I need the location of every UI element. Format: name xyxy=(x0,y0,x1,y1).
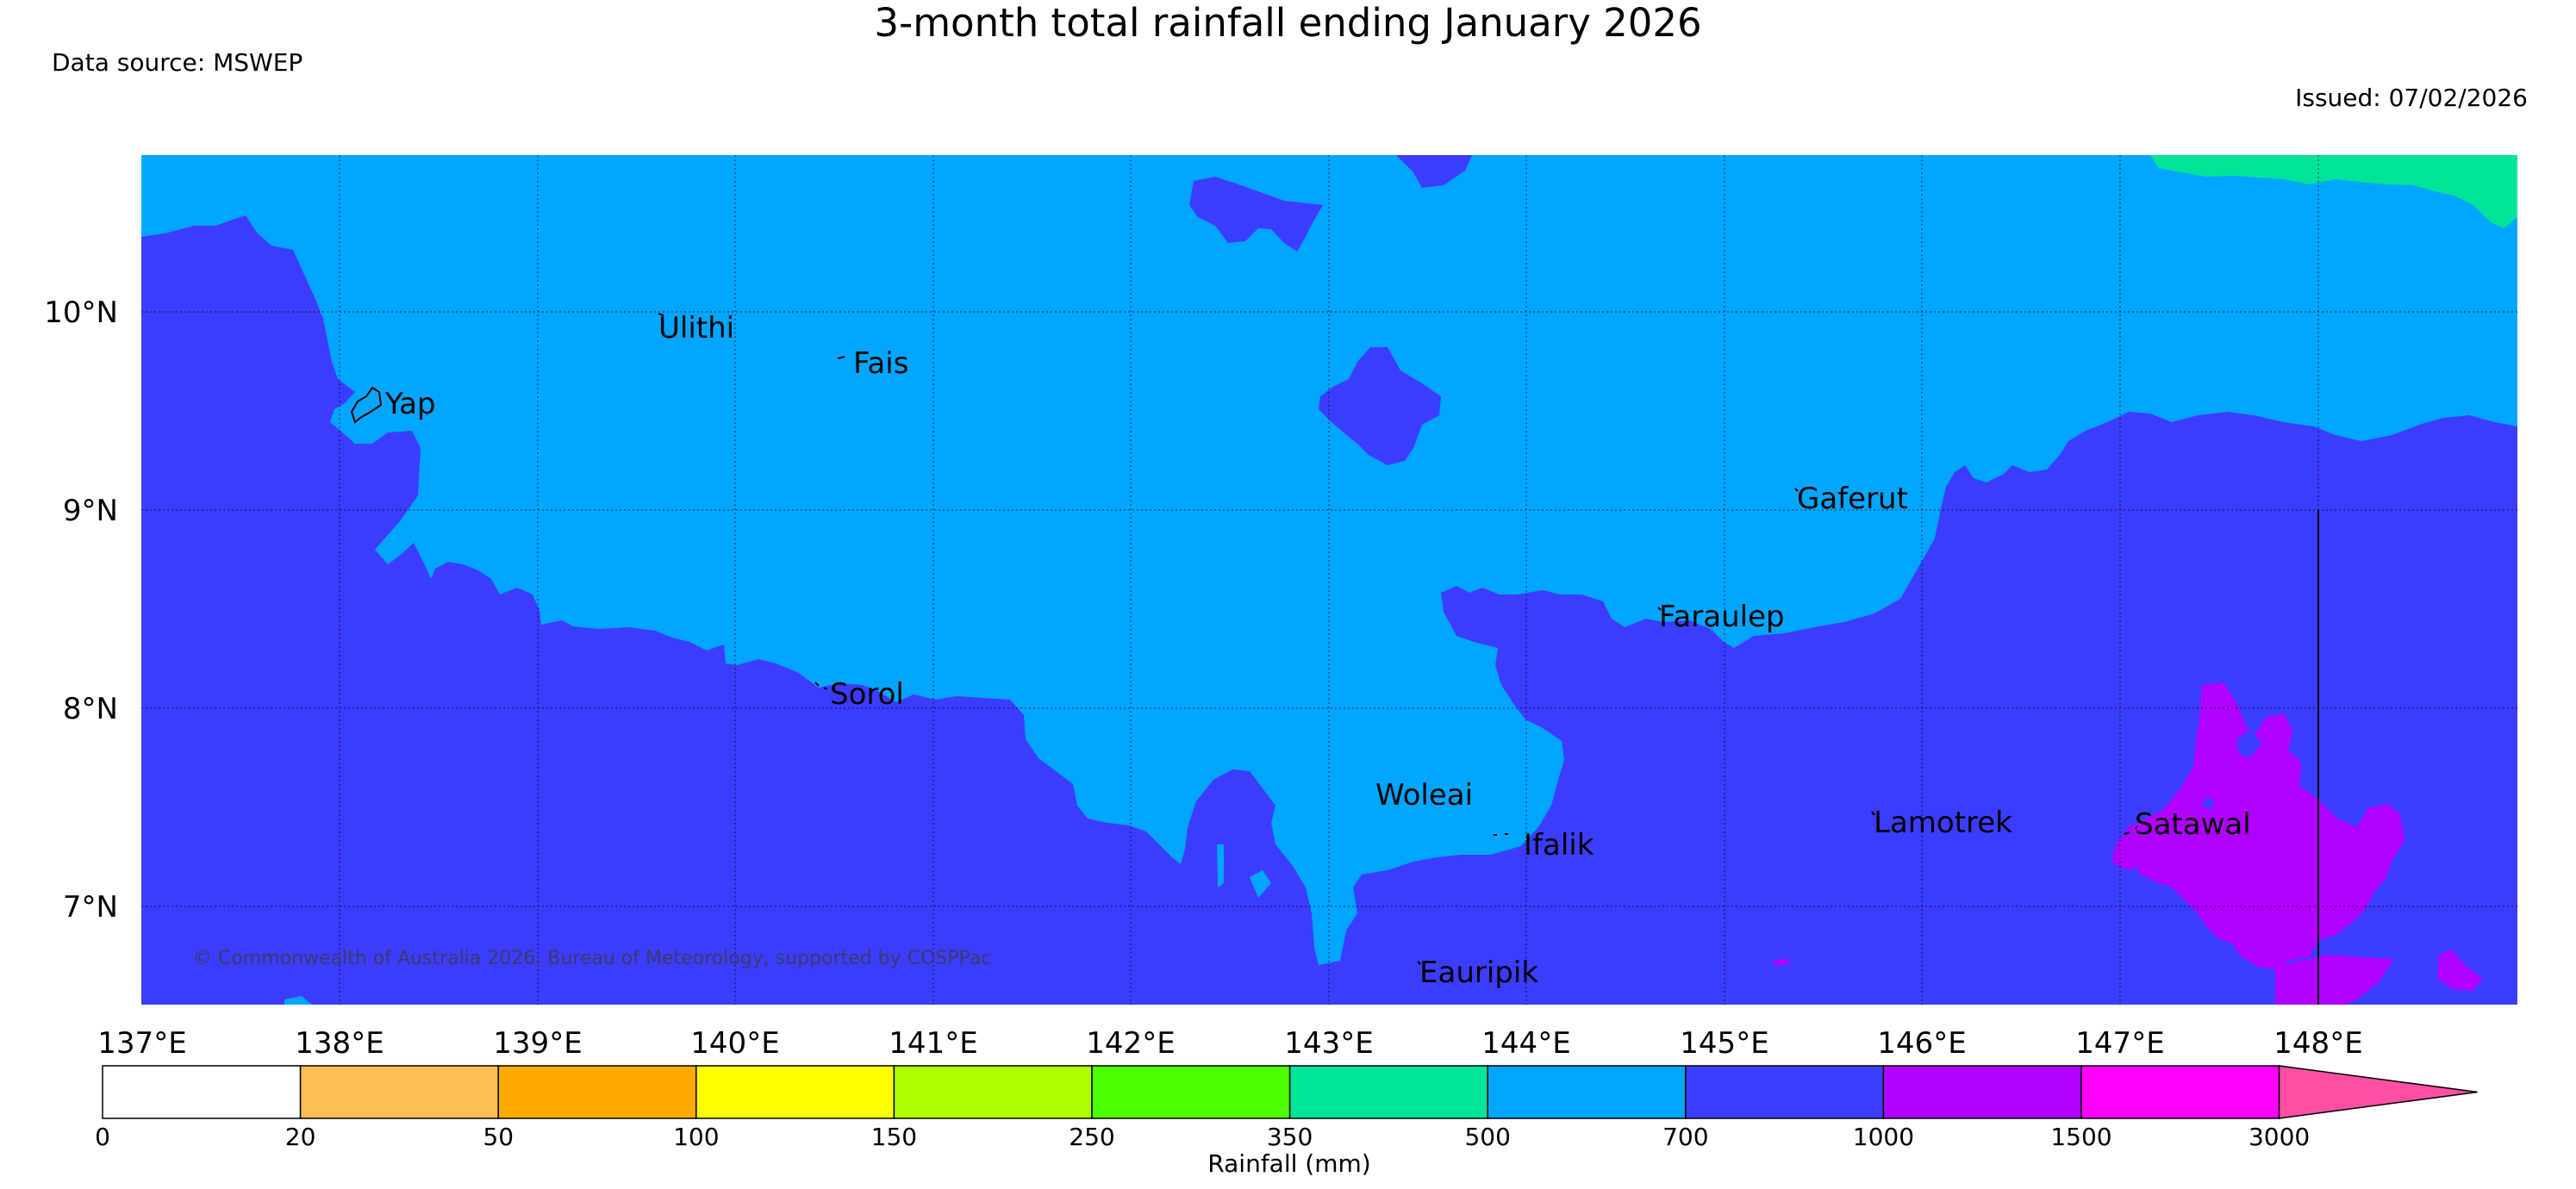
colorbar-tick-label: 3000 xyxy=(2249,1123,2310,1151)
lon-tick-label: 138°E xyxy=(295,1026,384,1061)
lon-tick-label: 139°E xyxy=(493,1026,582,1061)
place-label-yap: Yap xyxy=(384,387,436,421)
place-label-woleai: Woleai xyxy=(1375,778,1473,812)
colorbar-label: Rainfall (mm) xyxy=(1207,1149,1370,1178)
colorbar-bin xyxy=(1685,1065,1885,1119)
rainfall-700-1000-patch xyxy=(2236,731,2262,758)
data-source-label: Data source: MSWEP xyxy=(52,48,303,77)
lon-tick-label: 148°E xyxy=(2273,1026,2362,1061)
issued-date: Issued: 07/02/2026 xyxy=(2295,84,2528,112)
rainfall-500-700-patch xyxy=(284,996,312,1005)
place-labels: Ulithi Fais Yap Gaferut Faraulep Sorol W… xyxy=(384,311,2251,990)
colorbar-tick-label: 50 xyxy=(483,1123,514,1151)
place-label-ifalik: Ifalik xyxy=(1524,828,1594,862)
longitude-tick-labels: 137°E 138°E 139°E 140°E 141°E 142°E 143°… xyxy=(97,1026,2362,1061)
lon-tick-label: 143°E xyxy=(1284,1026,1373,1061)
colorbar-bin xyxy=(497,1065,697,1119)
island-outlines xyxy=(350,313,2138,965)
lon-tick-label: 142°E xyxy=(1086,1026,1175,1061)
colorbar-bin xyxy=(1288,1065,1488,1119)
colorbar-bin xyxy=(2080,1065,2280,1119)
place-label-sorol: Sorol xyxy=(830,677,904,712)
colorbar-tick-label: 100 xyxy=(673,1123,719,1151)
lat-tick-label: 9°N xyxy=(63,494,118,528)
colorbar-tick-label: 150 xyxy=(871,1123,917,1151)
lon-tick-label: 144°E xyxy=(1481,1026,1570,1061)
rainfall-700-1000-patch xyxy=(2129,867,2139,875)
lat-tick-label: 7°N xyxy=(63,890,118,924)
place-label-satawal: Satawal xyxy=(2135,807,2251,842)
rainfall-700-1000-patch xyxy=(1396,155,1472,188)
yap-island-outline xyxy=(350,386,383,424)
lat-tick-label: 8°N xyxy=(63,692,118,726)
place-label-faraulep: Faraulep xyxy=(1659,600,1785,634)
place-label-fais: Fais xyxy=(853,346,908,381)
colorbar-bin xyxy=(102,1065,302,1119)
colorbar-bin xyxy=(299,1065,499,1119)
rainfall-1000-1500-patch xyxy=(1772,959,1791,966)
place-label-lamotrek: Lamotrek xyxy=(1874,806,2012,840)
colorbar-tick-label: 20 xyxy=(285,1123,316,1151)
rainfall-500-700-patch xyxy=(1217,844,1224,887)
colorbar: 0 20 50 100 150 250 350 500 700 1000 1500 3000 xyxy=(95,1065,2478,1151)
rainfall-1000-1500-patch xyxy=(2437,949,2482,991)
lon-tick-label: 146°E xyxy=(1877,1026,1966,1061)
place-label-eauripik: Eauripik xyxy=(1419,956,1538,990)
lon-tick-label: 140°E xyxy=(690,1026,779,1061)
rainfall-500-700-patch xyxy=(1250,870,1271,898)
latitude-tick-labels: 7°N 8°N 9°N 10°N xyxy=(44,296,118,924)
rainfall-350-500-region xyxy=(2150,155,2517,228)
copyright-text: © Commonwealth of Australia 2026, Bureau… xyxy=(193,948,991,969)
colorbar-tick-label: 700 xyxy=(1662,1123,1708,1151)
rainfall-1000-1500-region xyxy=(2111,682,2404,969)
colorbar-bin xyxy=(1487,1065,1687,1119)
colorbar-bin xyxy=(893,1065,1093,1119)
place-label-ulithi: Ulithi xyxy=(658,311,734,345)
colorbar-tick-label: 1500 xyxy=(2050,1123,2111,1151)
colorbar-tick-label: 350 xyxy=(1267,1123,1313,1151)
colorbar-tick-label: 0 xyxy=(95,1123,110,1151)
colorbar-bin xyxy=(1091,1065,1291,1119)
colorbar-tick-label: 500 xyxy=(1464,1123,1510,1151)
map-title: 3-month total rainfall ending January 20… xyxy=(874,0,1702,46)
colorbar-tick-label: 1000 xyxy=(1853,1123,1914,1151)
place-label-gaferut: Gaferut xyxy=(1797,482,1908,516)
lon-tick-label: 147°E xyxy=(2075,1026,2164,1061)
lat-tick-label: 10°N xyxy=(44,296,118,330)
rainfall-1000-1500-patch xyxy=(2275,955,2394,1005)
colorbar-bin xyxy=(1882,1065,2082,1119)
rainfall-700-1000-patch xyxy=(2202,797,2215,810)
colorbar-bin xyxy=(695,1065,895,1119)
colorbar-extension xyxy=(2278,1065,2478,1119)
lon-tick-label: 137°E xyxy=(97,1026,186,1061)
rainfall-700-1000-patch xyxy=(1189,177,1323,252)
lon-tick-label: 145°E xyxy=(1680,1026,1768,1061)
rainfall-700-1000-patch xyxy=(1319,347,1441,465)
colorbar-tick-label: 250 xyxy=(1069,1123,1114,1151)
rainfall-field xyxy=(141,155,2517,1005)
lon-tick-label: 141°E xyxy=(889,1026,977,1061)
